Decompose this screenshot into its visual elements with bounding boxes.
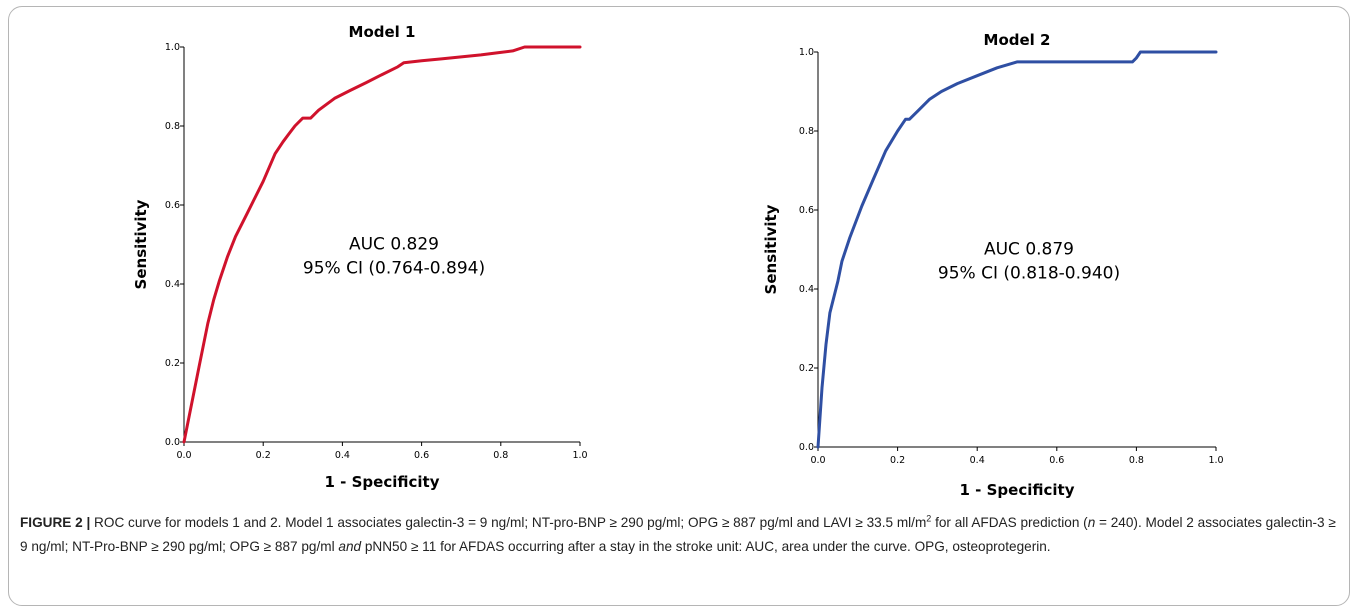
- chart-title: Model 1: [349, 23, 416, 41]
- x-tick-label: 0.8: [493, 450, 508, 461]
- caption-text-4: pNN50 ≥ 11 for AFDAS occurring after a s…: [361, 539, 1051, 554]
- x-axis-label: 1 - Specificity: [960, 481, 1075, 499]
- x-tick-label: 0.6: [1049, 455, 1064, 466]
- y-tick-label: 0.8: [165, 121, 180, 132]
- x-tick-label: 0.6: [414, 450, 429, 461]
- x-tick-label: 0.0: [810, 455, 825, 466]
- y-tick-label: 1.0: [799, 47, 814, 58]
- x-tick-label: 0.4: [970, 455, 985, 466]
- caption-text-3: = 240). Model 2 associates galectin-3 ≥ …: [20, 515, 1336, 554]
- figure-caption: FIGURE 2 | ROC curve for models 1 and 2.…: [20, 511, 1342, 559]
- caption-text-2: for all AFDAS prediction (: [931, 515, 1088, 530]
- caption-label: FIGURE 2 |: [20, 515, 91, 530]
- x-tick-label: 0.8: [1129, 455, 1144, 466]
- auc-annotation-line: AUC 0.879: [984, 240, 1074, 260]
- caption-and-word: and: [338, 539, 362, 554]
- y-tick-label: 0.2: [799, 363, 814, 374]
- x-tick-label: 1.0: [572, 450, 587, 461]
- x-tick-label: 0.2: [256, 450, 271, 461]
- y-tick-label: 0.6: [165, 200, 180, 211]
- figure-charts: 0.0 0.2 0.4 0.6 0.8 1.0 0.0 0.2 0.4 0.6 0.8 1.0 Mode…: [132, 23, 1224, 499]
- y-tick-label: 0.0: [165, 437, 180, 448]
- figure-frame: [8, 6, 1350, 606]
- y-tick-label: 0.4: [799, 284, 814, 295]
- auc-annotation-line: AUC 0.829: [349, 235, 439, 255]
- y-tick-label: 0.6: [799, 205, 814, 216]
- y-axis-label: Sensitivity: [132, 199, 150, 289]
- caption-text-1: ROC curve for models 1 and 2. Model 1 as…: [90, 515, 927, 530]
- y-axis-label: Sensitivity: [762, 204, 780, 294]
- roc-curve-line: [182, 45, 582, 444]
- y-tick-label: 1.0: [165, 42, 180, 53]
- auc-annotation-line: 95% CI (0.764-0.894): [303, 259, 485, 279]
- y-tick-label: 0.4: [165, 279, 180, 290]
- caption-superscript: 2: [926, 513, 932, 524]
- x-tick-label: 0.2: [890, 455, 905, 466]
- chart-title: Model 2: [984, 31, 1051, 49]
- auc-annotation-line: 95% CI (0.818-0.940): [938, 264, 1120, 284]
- y-tick-label: 0.0: [799, 442, 814, 453]
- y-tick-label: 0.8: [799, 126, 814, 137]
- roc-chart-model-2: 0.0 0.2 0.4 0.6 0.8 1.0 0.0 0.2 0.4 0.6 0.8 1.0 Mode…: [762, 31, 1224, 499]
- y-tick-label: 0.2: [165, 358, 180, 369]
- roc-curve-line: [816, 50, 1218, 449]
- x-tick-label: 1.0: [1208, 455, 1223, 466]
- x-axis-label: 1 - Specificity: [325, 473, 440, 491]
- roc-chart-model-1: 0.0 0.2 0.4 0.6 0.8 1.0 0.0 0.2 0.4 0.6 0.8 1.0 Mode…: [132, 23, 588, 491]
- x-tick-label: 0.0: [176, 450, 191, 461]
- x-tick-label: 0.4: [335, 450, 350, 461]
- caption-n-variable: n: [1087, 515, 1096, 530]
